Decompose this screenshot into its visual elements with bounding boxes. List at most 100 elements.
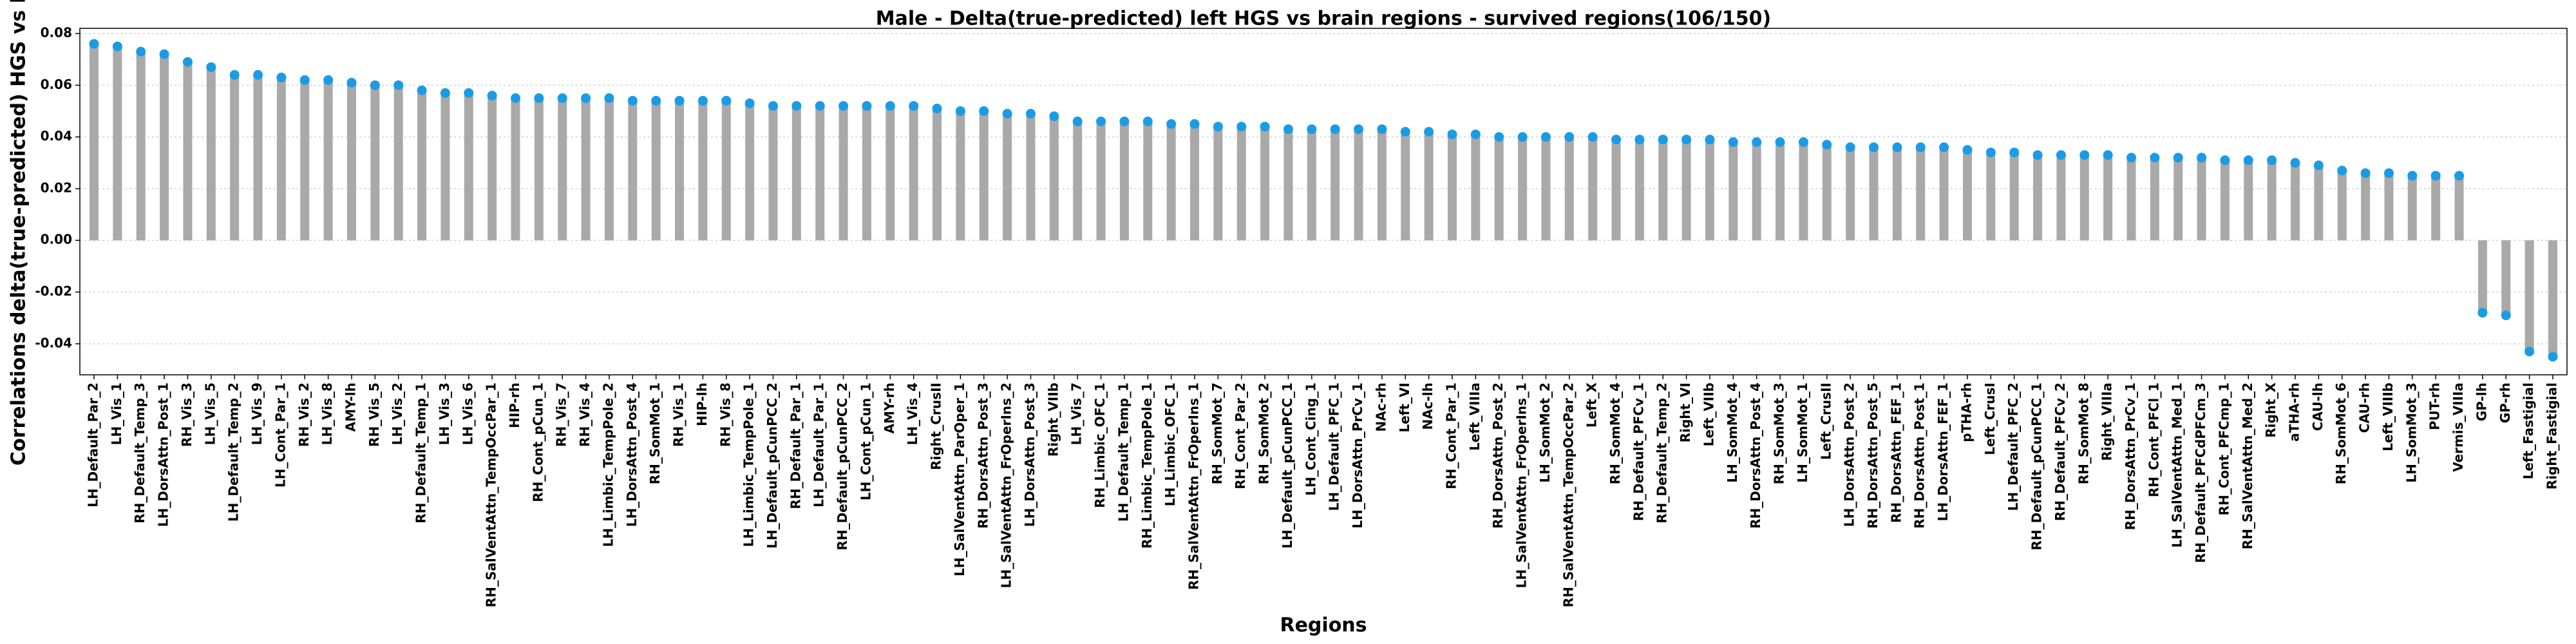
x-tick-label: LH_Default_Temp_2 <box>226 383 242 522</box>
stem <box>1073 121 1083 241</box>
x-tick-label: LH_SomMot_3 <box>2403 383 2419 483</box>
x-tick-label: NAc-lh <box>1420 383 1435 430</box>
dot <box>2173 153 2183 163</box>
stem <box>393 85 403 241</box>
dot <box>136 46 146 57</box>
dot <box>1564 132 1575 142</box>
dot <box>534 93 544 103</box>
x-tick-label: RH_Cont_Par_1 <box>1443 383 1459 489</box>
dot <box>276 72 287 82</box>
dot <box>1705 135 1715 145</box>
stem <box>323 80 333 241</box>
dot <box>1002 108 1012 118</box>
stem <box>1611 139 1621 241</box>
x-tick-label: Left_Fastigial <box>2521 383 2536 479</box>
dot <box>2220 155 2230 166</box>
x-tick-label: AMY-rh <box>882 383 897 433</box>
x-tick-label: LH_Vis_1 <box>109 383 124 445</box>
x-tick-label: LH_Default_Temp_1 <box>1115 383 1131 522</box>
dot <box>1775 137 1785 147</box>
x-tick-label: Vermis_VIIIa <box>2450 383 2466 472</box>
dot <box>2360 168 2371 178</box>
stem <box>2103 155 2113 241</box>
dot <box>955 106 965 116</box>
dot <box>112 41 122 52</box>
stem <box>1494 137 1504 241</box>
x-tick-label: RH_Default_pCunPCC_2 <box>835 383 850 551</box>
stem <box>604 98 614 241</box>
stem <box>206 67 216 241</box>
x-tick-label: RH_Default_PFCv_2 <box>2052 383 2068 521</box>
stem <box>1307 129 1316 241</box>
x-tick-label: LH_DorsAttn_PrCv_1 <box>1350 383 1365 529</box>
plot-frame <box>79 28 2568 375</box>
x-tick-label: RH_Limbic_TempPole_1 <box>1139 383 1155 549</box>
dot <box>1752 137 1762 147</box>
x-tick-label: RH_DorsAttn_PrCv_1 <box>2123 383 2138 530</box>
x-tick-label: LH_DorsAttn_Post_4 <box>624 383 639 527</box>
x-tick-label: RH_SomMot_2 <box>1256 383 1272 484</box>
x-tick-label: RH_SomMot_3 <box>1772 383 1787 484</box>
x-tick-label: RH_SomMot_4 <box>1607 383 1623 484</box>
dot <box>2009 147 2020 158</box>
stem <box>1213 126 1223 241</box>
stem <box>1962 149 1972 241</box>
stem <box>417 90 427 241</box>
x-tick-label: AMY-lh <box>343 383 358 431</box>
x-tick-label: LH_SalVentAttn_ParOper_1 <box>952 383 967 576</box>
x-tick-label: RH_Default_PFCdPFCm_3 <box>2193 383 2208 563</box>
stem <box>2361 173 2371 241</box>
x-tick-label: GP-rh <box>2497 383 2513 423</box>
dot <box>721 95 732 106</box>
x-tick-label: RH_Vis_4 <box>577 383 592 447</box>
stem <box>113 46 122 241</box>
stem <box>791 106 801 241</box>
dot <box>2243 155 2253 166</box>
dot <box>1166 119 1177 129</box>
stem <box>2009 152 2019 241</box>
y-tick-label: -0.02 <box>35 283 72 299</box>
stem <box>1026 113 1036 241</box>
dot <box>2197 153 2207 163</box>
y-tick-label: 0.08 <box>41 25 72 41</box>
stem <box>1916 147 1926 241</box>
stem <box>2291 162 2300 241</box>
x-tick-label: LH_Vis_2 <box>390 383 405 445</box>
dot <box>1424 127 1434 137</box>
dot <box>487 90 497 100</box>
stem <box>2220 160 2230 241</box>
stem <box>909 106 918 241</box>
dot <box>2477 308 2488 318</box>
stem <box>1728 142 1738 241</box>
stem <box>90 44 99 241</box>
x-tick-label: Left_VIIIa <box>1467 383 1482 451</box>
stem <box>1331 129 1340 241</box>
dot <box>1845 142 1855 153</box>
stem <box>370 85 380 241</box>
x-tick-label: RH_DorsAttn_Post_3 <box>975 383 990 529</box>
stem <box>2524 240 2534 352</box>
dot <box>1072 117 1083 127</box>
x-tick-label: RH_SomMot_6 <box>2333 383 2349 484</box>
dot <box>1939 142 1949 153</box>
stem <box>1424 131 1434 241</box>
stem <box>1869 147 1879 241</box>
stem <box>1588 137 1598 241</box>
x-tick-label: RH_SalVentAttn_Med_2 <box>2240 383 2255 549</box>
dot <box>2150 153 2160 163</box>
x-tick-label: RH_DorsAttn_FEF_1 <box>1888 383 1904 523</box>
stem <box>2079 155 2089 241</box>
x-tick-label: LH_Limbic_OFC_1 <box>1162 383 1178 506</box>
y-tick-label: 0.00 <box>41 232 72 247</box>
dot <box>1822 140 1832 150</box>
dot <box>1681 135 1692 145</box>
stem <box>2150 157 2159 241</box>
y-tick-label: -0.04 <box>35 335 72 350</box>
stem <box>1049 116 1059 241</box>
chart-title: Male - Delta(true-predicted) left HGS vs… <box>876 8 1771 30</box>
dot <box>1447 129 1457 140</box>
x-tick-label: LH_Vis_3 <box>437 383 452 445</box>
x-tick-label: RH_Cont_Par_2 <box>1233 383 1248 489</box>
dot <box>464 88 474 98</box>
stem <box>1822 144 1832 241</box>
